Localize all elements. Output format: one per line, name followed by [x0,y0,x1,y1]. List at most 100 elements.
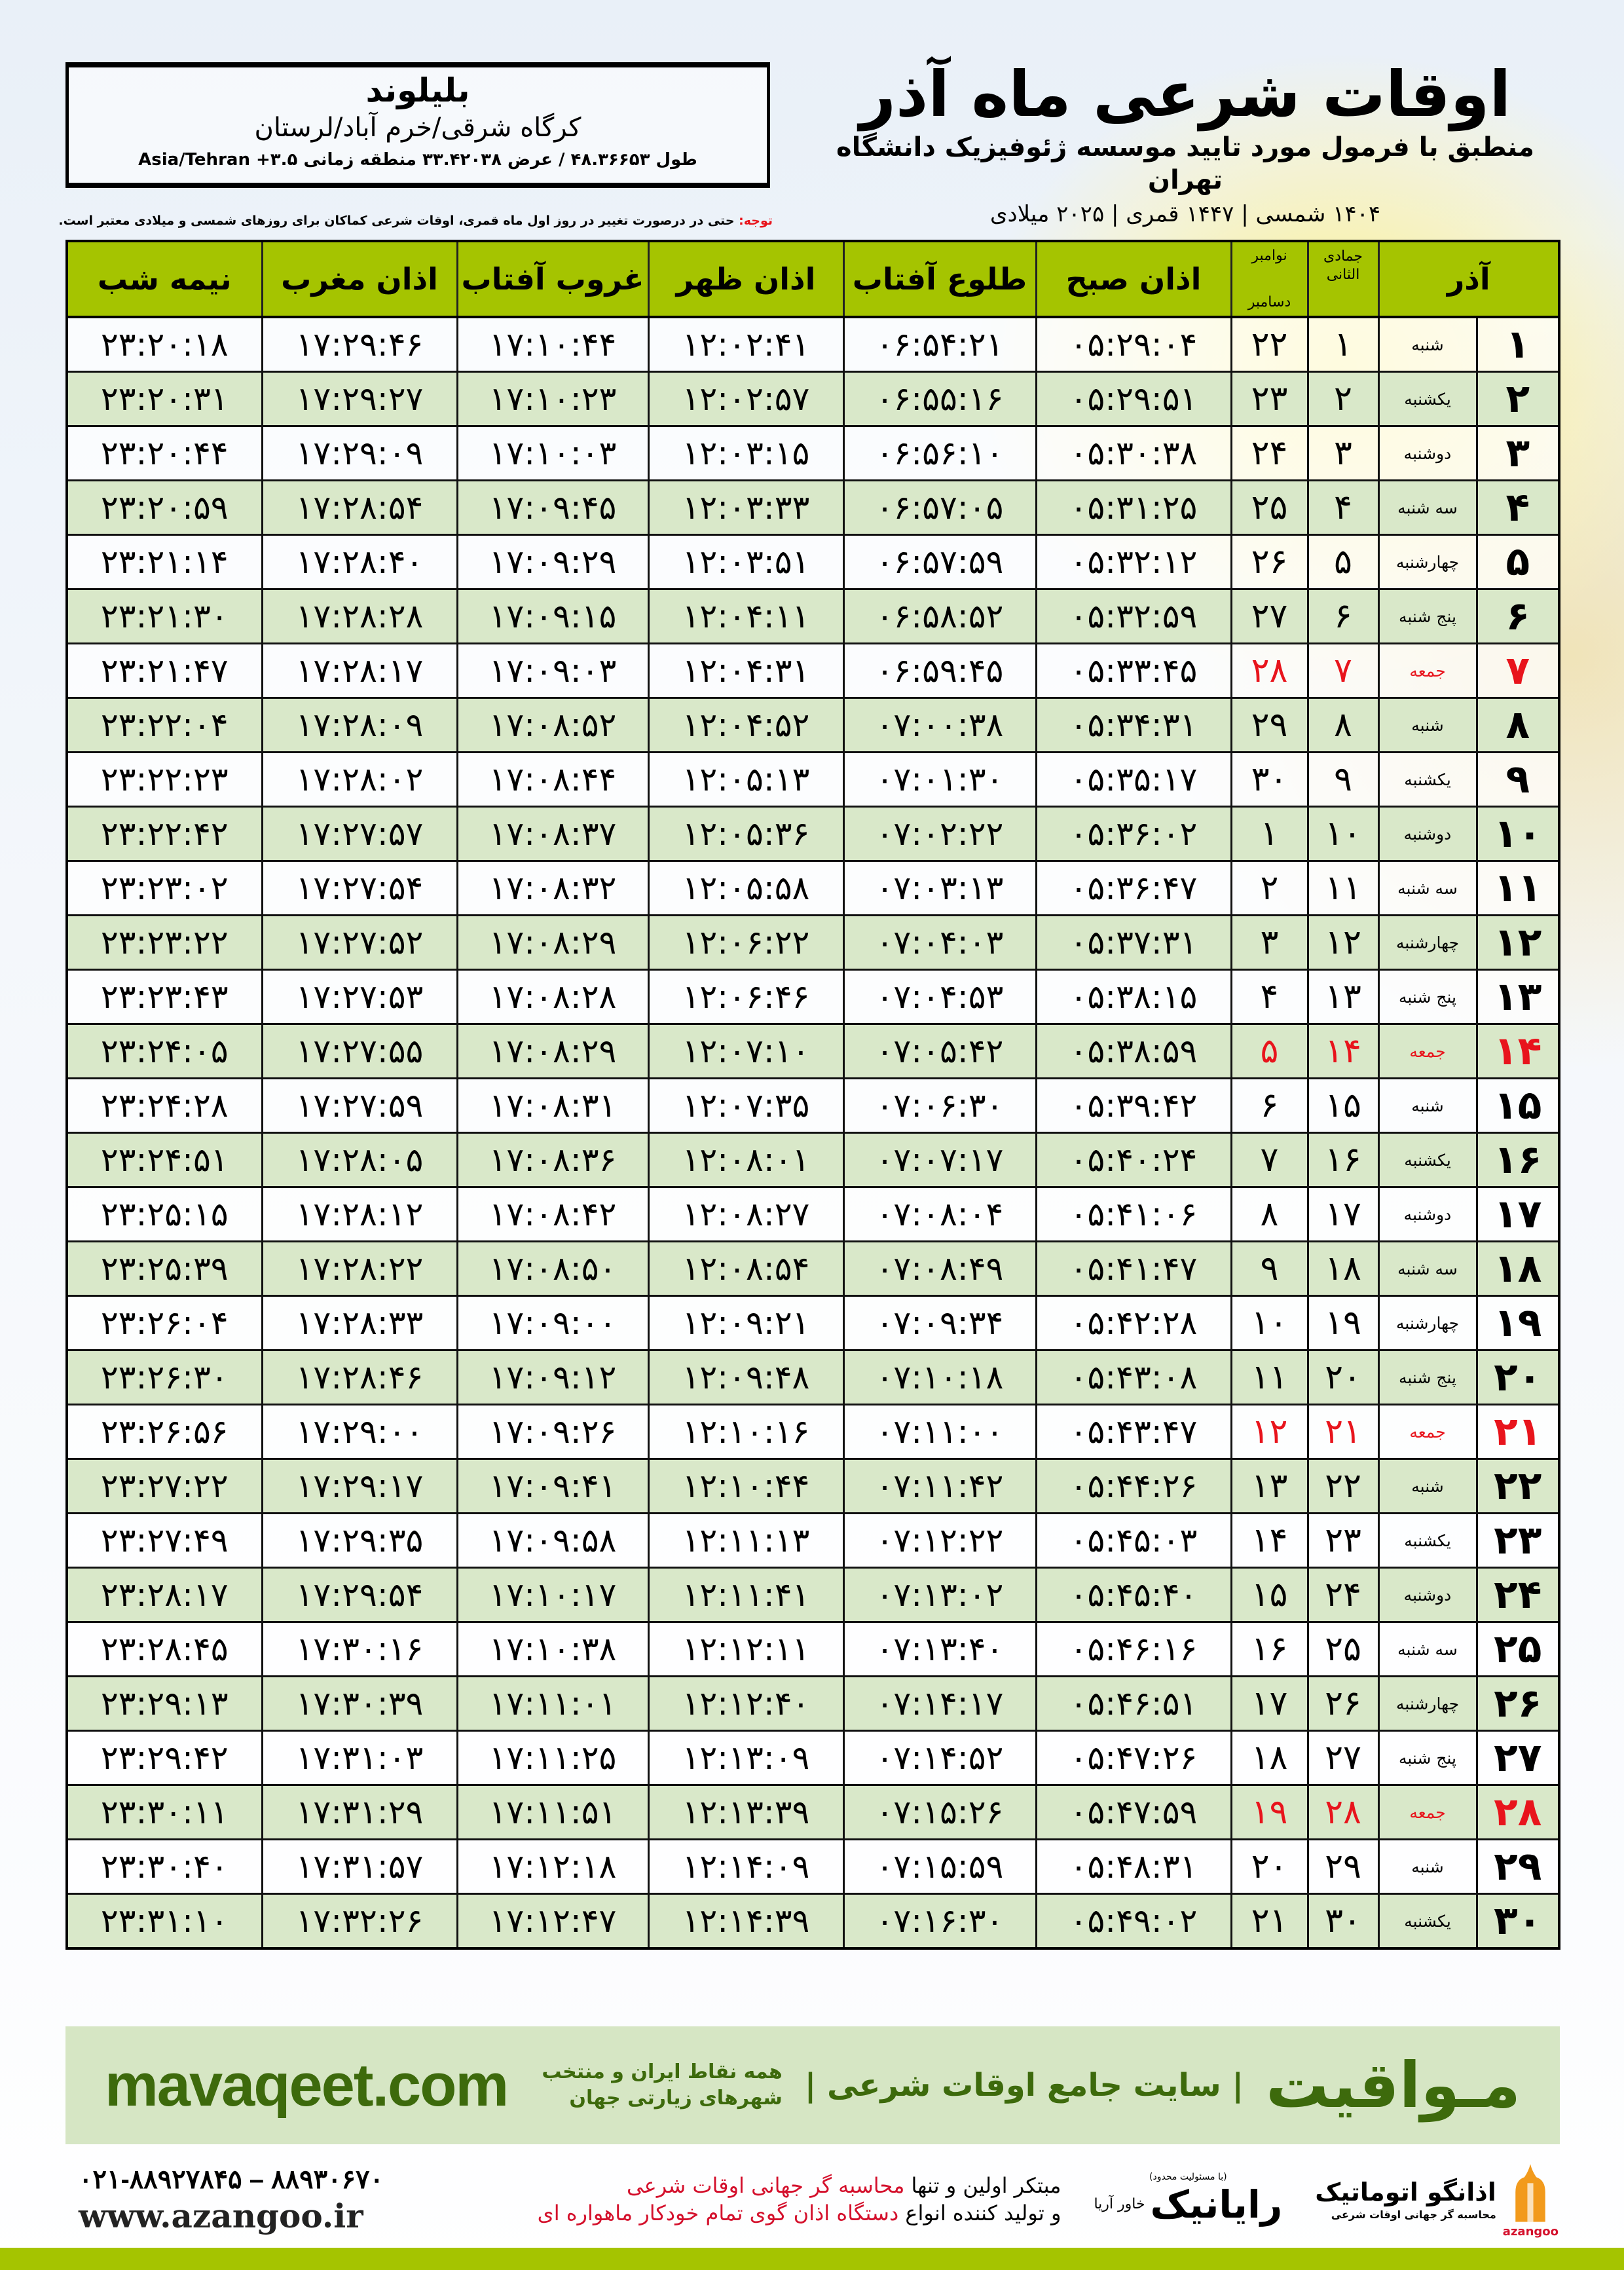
gregorian-day: ۱۵ [1230,1567,1309,1623]
table-row: ۲۴ دوشنبه ۲۴ ۱۵ ۰۵:۴۵:۴۰ ۰۷:۱۳:۰۲ ۱۲:۱۱:۴۱ ۱۷:۱… [65,1567,1560,1623]
time-maghrib: ۱۷:۳۱:۰۳ [261,1730,458,1786]
time-maghrib: ۱۷:۲۹:۱۷ [261,1458,458,1514]
promo-line-1: مبتکر اولین و تنها محاسبه گر جهانی اوقات… [416,2172,1061,2199]
header-sunset: غروب آفتاب [456,241,648,318]
time-dhuhr: ۱۲:۰۳:۳۳ [647,479,845,536]
gregorian-day: ۲۵ [1230,479,1309,536]
time-sunrise: ۰۷:۰۸:۰۴ [842,1186,1037,1242]
table-row: ۱۸ سه شنبه ۱۸ ۹ ۰۵:۴۱:۴۷ ۰۷:۰۸:۴۹ ۱۲:۰۸:۵۴ ۱۷:۰… [65,1240,1560,1297]
time-fajr: ۰۵:۳۹:۴۲ [1035,1077,1232,1134]
day-number: ۱۳ [1475,969,1560,1025]
day-number: ۲ [1475,371,1560,427]
time-sunset: ۱۷:۰۹:۰۰ [456,1295,650,1351]
time-fajr: ۰۵:۴۷:۵۹ [1035,1784,1232,1840]
table-row: ۱۲ چهارشنبه ۱۲ ۳ ۰۵:۳۷:۳۱ ۰۷:۰۴:۰۳ ۱۲:۰۶:۲۲ ۱۷:… [65,914,1560,971]
gregorian-day: ۸ [1230,1186,1309,1242]
time-sunset: ۱۷:۰۹:۵۸ [456,1512,650,1569]
time-sunset: ۱۷:۱۱:۰۱ [456,1675,650,1732]
time-sunrise: ۰۶:۵۵:۱۶ [842,371,1037,427]
time-midnight: ۲۳:۲۴:۵۱ [65,1132,263,1188]
weekday: جمعه [1377,1023,1478,1079]
hijri-day: ۲۱ [1306,1404,1380,1460]
hijri-day: ۳۰ [1306,1893,1380,1950]
time-fajr: ۰۵:۴۸:۳۱ [1035,1838,1232,1895]
day-number: ۱۷ [1475,1186,1560,1242]
time-dhuhr: ۱۲:۰۳:۱۵ [647,425,845,481]
table-row: ۱۷ دوشنبه ۱۷ ۸ ۰۵:۴۱:۰۶ ۰۷:۰۸:۰۴ ۱۲:۰۸:۲۷ ۱۷:۰۸… [65,1186,1560,1242]
time-fajr: ۰۵:۴۵:۴۰ [1035,1567,1232,1623]
azangoo-name: اذانگو اتوماتیک [1315,2177,1496,2206]
hijri-day: ۲۷ [1306,1730,1380,1786]
time-fajr: ۰۵:۴۱:۰۶ [1035,1186,1232,1242]
table-row: ۱ شنبه ۱ ۲۲ ۰۵:۲۹:۰۴ ۰۶:۵۴:۲۱ ۱۲:۰۲:۴۱ ۱۷:۱۰:۴۴… [65,316,1560,373]
time-fajr: ۰۵:۴۳:۴۷ [1035,1404,1232,1460]
gregorian-day: ۳۰ [1230,751,1309,808]
day-number: ۱۰ [1475,806,1560,862]
mavaqeet-banner: مـواقیت | سایت جامع اوقات شرعی | همه نقا… [65,2026,1560,2144]
hijri-day: ۲۴ [1306,1567,1380,1623]
table-row: ۲۰ پنج شنبه ۲۰ ۱۱ ۰۵:۴۳:۰۸ ۰۷:۱۰:۱۸ ۱۲:۰۹:۴۸ ۱۷… [65,1349,1560,1405]
table-row: ۱۱ سه شنبه ۱۱ ۲ ۰۵:۳۶:۴۷ ۰۷:۰۳:۱۳ ۱۲:۰۵:۵۸ ۱۷:۰… [65,860,1560,916]
time-midnight: ۲۳:۲۳:۴۳ [65,969,263,1025]
time-dhuhr: ۱۲:۰۹:۴۸ [647,1349,845,1405]
table-row: ۷ جمعه ۷ ۲۸ ۰۵:۳۳:۴۵ ۰۶:۵۹:۴۵ ۱۲:۰۴:۳۱ ۱۷:۰۹:۰۳… [65,642,1560,699]
table-row: ۳ دوشنبه ۳ ۲۴ ۰۵:۳۰:۳۸ ۰۶:۵۶:۱۰ ۱۲:۰۳:۱۵ ۱۷:۱۰:… [65,425,1560,481]
weekday: جمعه [1377,1784,1478,1840]
header-dhuhr: اذان ظهر [647,241,843,318]
time-sunset: ۱۷:۱۰:۲۳ [456,371,650,427]
hijri-day: ۷ [1306,642,1380,699]
time-sunrise: ۰۷:۰۷:۱۷ [842,1132,1037,1188]
time-midnight: ۲۳:۲۹:۴۲ [65,1730,263,1786]
hijri-day: ۳ [1306,425,1380,481]
gregorian-day: ۱ [1230,806,1309,862]
time-maghrib: ۱۷:۲۸:۰۲ [261,751,458,808]
time-midnight: ۲۳:۲۲:۰۴ [65,697,263,753]
weekday: دوشنبه [1377,1567,1478,1623]
mavaqeet-site-link[interactable]: mavaqeet.com [105,2051,509,2119]
day-number: ۱۶ [1475,1132,1560,1188]
day-number: ۲۹ [1475,1838,1560,1895]
hijri-day: ۱۶ [1306,1132,1380,1188]
time-fajr: ۰۵:۳۲:۵۹ [1035,588,1232,644]
time-midnight: ۲۳:۲۶:۰۴ [65,1295,263,1351]
time-sunset: ۱۷:۰۸:۳۲ [456,860,650,916]
time-sunrise: ۰۷:۰۴:۵۳ [842,969,1037,1025]
page-title: اوقات شرعی ماه آذر [859,58,1511,131]
hijri-day: ۱۴ [1306,1023,1380,1079]
time-fajr: ۰۵:۳۶:۴۷ [1035,860,1232,916]
time-sunrise: ۰۷:۰۴:۰۳ [842,914,1037,971]
day-number: ۲۲ [1475,1458,1560,1514]
table-row: ۲۳ یکشنبه ۲۳ ۱۴ ۰۵:۴۵:۰۳ ۰۷:۱۲:۲۲ ۱۲:۱۱:۱۳ ۱۷:۰… [65,1512,1560,1569]
time-dhuhr: ۱۲:۰۵:۱۳ [647,751,845,808]
time-maghrib: ۱۷:۳۰:۳۹ [261,1675,458,1732]
time-fajr: ۰۵:۴۶:۵۱ [1035,1675,1232,1732]
time-maghrib: ۱۷:۳۰:۱۶ [261,1621,458,1677]
gregorian-day: ۱۲ [1230,1404,1309,1460]
time-maghrib: ۱۷:۲۸:۲۸ [261,588,458,644]
time-fajr: ۰۵:۳۱:۲۵ [1035,479,1232,536]
time-dhuhr: ۱۲:۰۳:۵۱ [647,534,845,590]
time-sunrise: ۰۷:۱۳:۴۰ [842,1621,1037,1677]
azangoo-site-link[interactable]: www.azangoo.ir [79,2196,363,2235]
gregorian-day: ۲ [1230,860,1309,916]
table-row: ۲ یکشنبه ۲ ۲۳ ۰۵:۲۹:۵۱ ۰۶:۵۵:۱۶ ۱۲:۰۲:۵۷ ۱۷:۱۰:… [65,371,1560,427]
time-maghrib: ۱۷:۲۸:۱۲ [261,1186,458,1242]
time-sunrise: ۰۷:۱۱:۰۰ [842,1404,1037,1460]
time-sunset: ۱۷:۱۰:۴۴ [456,316,650,373]
rayanik-note: (با مسئولیت محدود) [1149,2171,1227,2182]
time-sunset: ۱۷:۰۸:۳۷ [456,806,650,862]
phone-numbers: ۰۲۱-۸۸۹۲۷۸۴۵ – ۸۸۹۳۰۶۷۰ [79,2165,384,2194]
gregorian-day: ۲۲ [1230,316,1309,373]
weekday: دوشنبه [1377,806,1478,862]
time-fajr: ۰۵:۴۷:۲۶ [1035,1730,1232,1786]
time-dhuhr: ۱۲:۰۶:۲۲ [647,914,845,971]
azangoo-sub: محاسبه گر جهانی اوقات شرعی [1331,2208,1496,2221]
time-maghrib: ۱۷:۲۷:۵۲ [261,914,458,971]
time-dhuhr: ۱۲:۱۲:۴۰ [647,1675,845,1732]
time-dhuhr: ۱۲:۱۳:۳۹ [647,1784,845,1840]
time-maghrib: ۱۷:۳۱:۵۷ [261,1838,458,1895]
note: توجه: حتی در درصورت تغییر در روز اول ماه… [58,214,773,228]
time-fajr: ۰۵:۴۰:۲۴ [1035,1132,1232,1188]
table-row: ۳۰ یکشنبه ۳۰ ۲۱ ۰۵:۴۹:۰۲ ۰۷:۱۶:۳۰ ۱۲:۱۴:۳۹ ۱۷:۱… [65,1893,1560,1950]
time-fajr: ۰۵:۴۱:۴۷ [1035,1240,1232,1297]
